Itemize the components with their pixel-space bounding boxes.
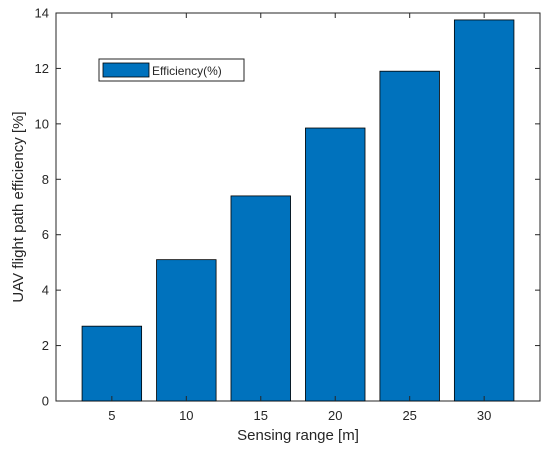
x-tick-label: 5 [108, 408, 115, 423]
y-tick-label: 6 [42, 227, 49, 242]
bar-10 [156, 259, 217, 402]
x-tick-label: 10 [179, 408, 193, 423]
legend-label: Efficiency(%) [152, 64, 222, 78]
label-layer: Sensing range [m] UAV flight path effici… [10, 111, 359, 444]
axes-box [55, 12, 541, 402]
x-tick-label: 30 [477, 408, 491, 423]
legend-swatch [102, 62, 150, 78]
bar-20 [305, 127, 366, 402]
x-tick-label: 15 [254, 408, 268, 423]
y-tick-label: 14 [35, 6, 49, 21]
y-tick-label: 10 [35, 116, 49, 131]
legend: Efficiency(%) [98, 58, 245, 82]
y-tick-label: 2 [42, 338, 49, 353]
y-axis-label: UAV flight path efficiency [%] [10, 111, 27, 302]
x-tick-label: 25 [402, 408, 416, 423]
tick-layer: 0 2 4 6 8 10 12 14 5 10 15 20 25 30 [35, 6, 540, 423]
x-axis-label: Sensing range [m] [237, 427, 359, 444]
y-tick-label: 8 [42, 172, 49, 187]
bar-25 [379, 70, 440, 402]
bar-5 [81, 325, 143, 402]
bar-15 [230, 195, 291, 402]
x-tick-label: 20 [328, 408, 342, 423]
bar-30 [453, 19, 515, 402]
y-tick-label: 0 [42, 394, 49, 409]
y-tick-label: 12 [35, 61, 49, 76]
y-tick-label: 4 [42, 283, 49, 298]
